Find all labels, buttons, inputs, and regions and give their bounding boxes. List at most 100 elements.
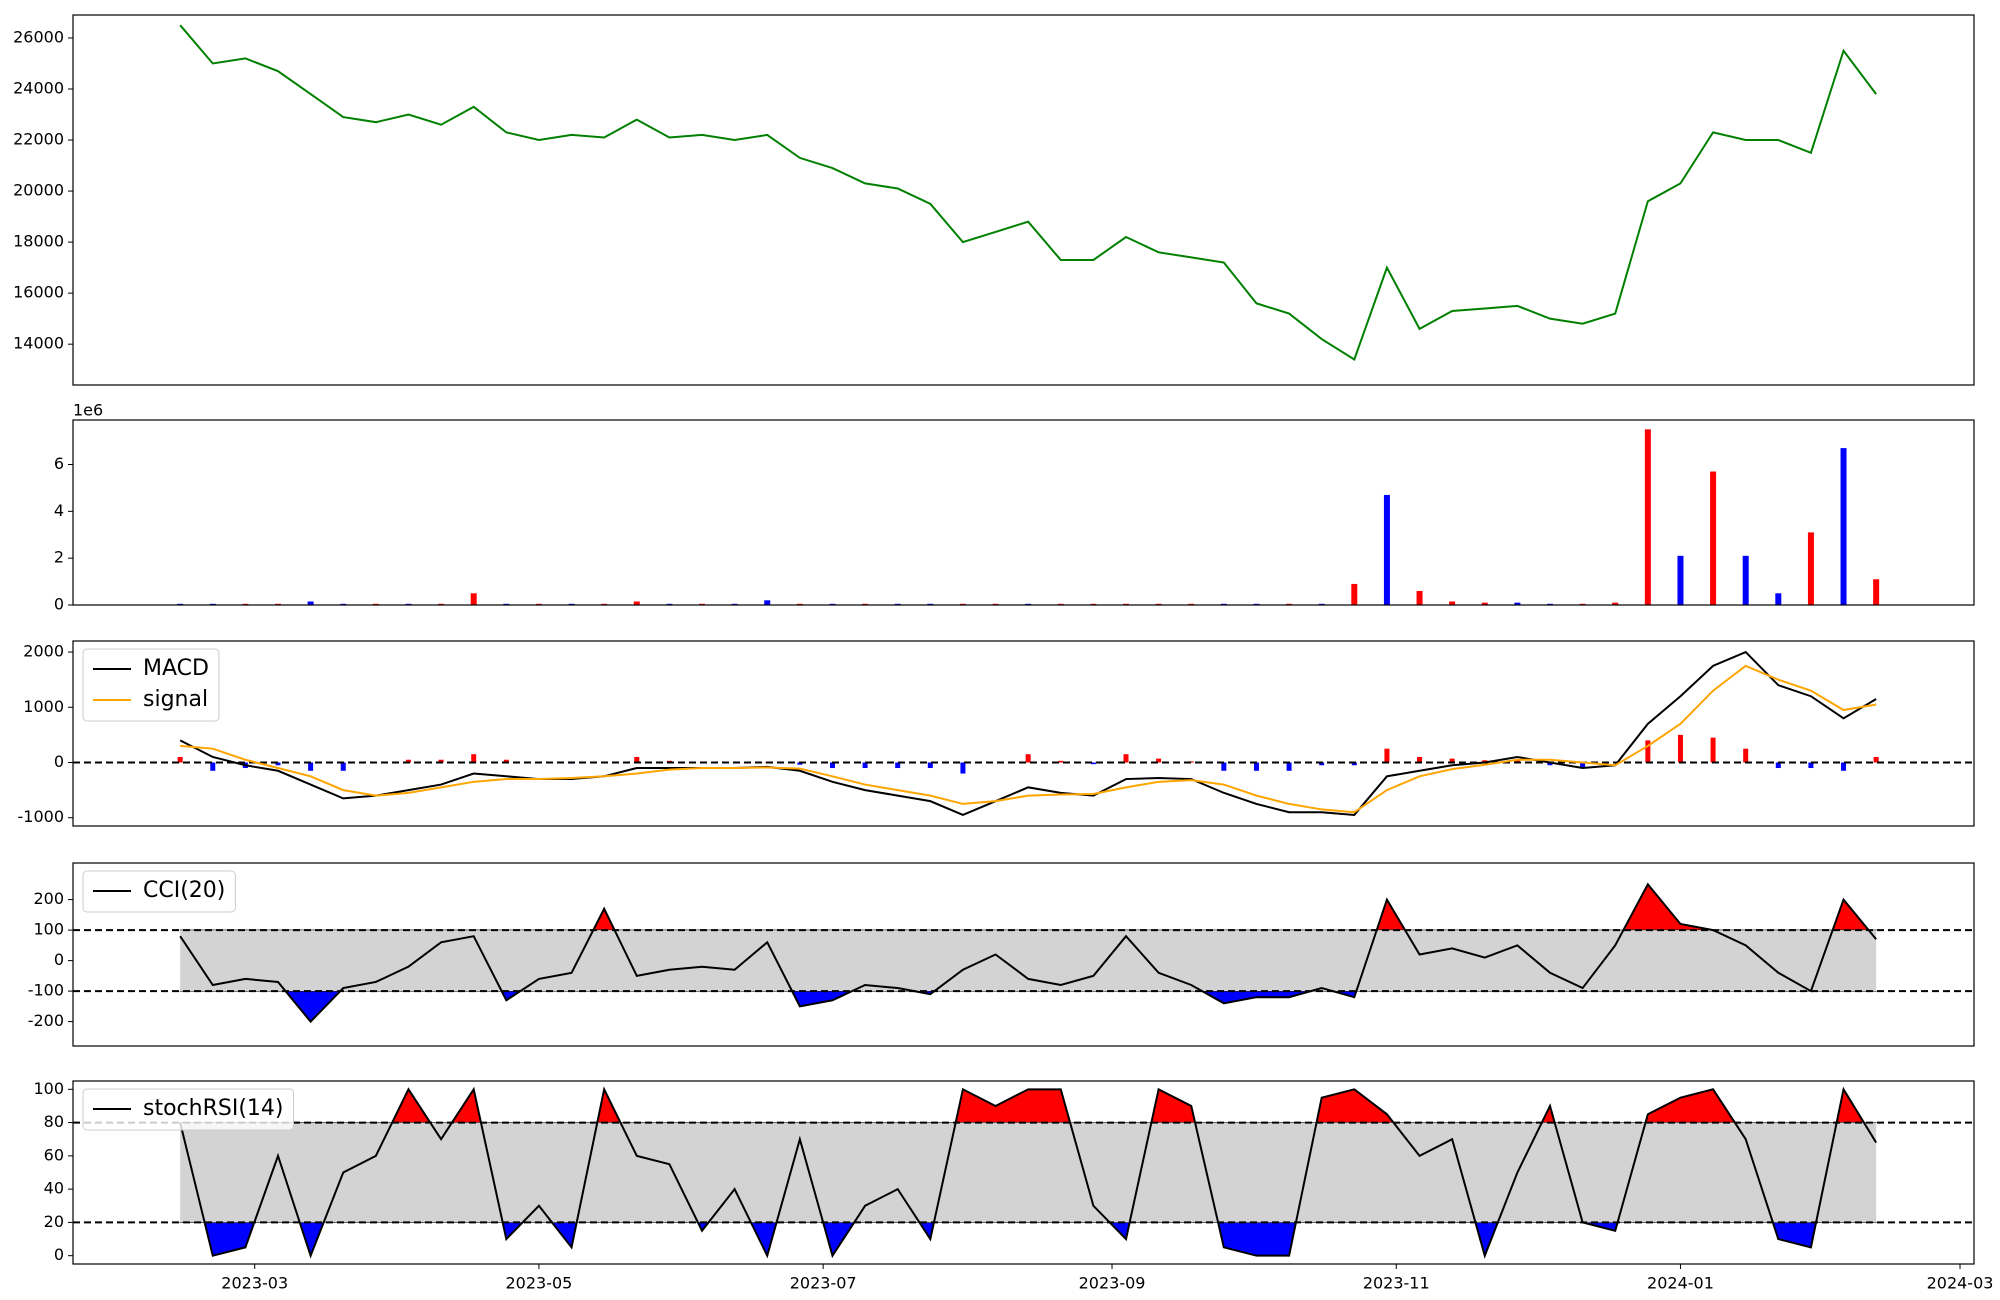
y-tick-label: 0 (54, 950, 64, 969)
volume-bar (1612, 602, 1619, 605)
histogram-bar (1025, 754, 1031, 763)
y-tick-label: -100 (28, 981, 64, 1000)
histogram-bar (1677, 734, 1683, 763)
histogram-bar (1449, 758, 1455, 763)
histogram-bar (1384, 748, 1390, 763)
plot-frame (72, 419, 1975, 606)
histogram-bar (895, 762, 901, 769)
x-tick-label: 2024-03 (1927, 1274, 1994, 1293)
data-line (179, 882, 1877, 1024)
y-tick-label: 26000 (13, 27, 64, 46)
histogram-bar (1841, 762, 1847, 771)
histogram-bar (1482, 760, 1488, 763)
data-line (179, 24, 1877, 361)
legend-label: signal (143, 687, 208, 712)
legend-label: MACD (143, 656, 209, 681)
x-tick-label: 2023-07 (790, 1274, 857, 1293)
volume-bar (1742, 555, 1749, 605)
offset-label: 1e6 (73, 401, 103, 420)
y-tick-label: -200 (28, 1011, 64, 1030)
plot-frame (72, 862, 1975, 1047)
legend-box (82, 1088, 294, 1131)
histogram-bar (275, 762, 281, 766)
legend: stochRSI(14) (82, 1088, 294, 1131)
histogram-bar (1808, 762, 1814, 769)
histogram-bar (1188, 761, 1194, 763)
x-tick-label: 2023-09 (1079, 1274, 1146, 1293)
plot-frame (72, 1080, 1975, 1265)
histogram-bar (1090, 762, 1096, 765)
x-tick-label: 2023-11 (1363, 1274, 1430, 1293)
histogram-bar (1547, 762, 1553, 766)
histogram-bar (1743, 748, 1749, 763)
histogram-bar (1580, 762, 1586, 769)
y-tick-label: 40 (44, 1179, 64, 1198)
x-tick-label: 2023-03 (221, 1274, 288, 1293)
histogram-bar (210, 762, 216, 771)
y-tick-label: 4 (54, 501, 64, 520)
histogram-bar (634, 756, 640, 763)
plot-frame (72, 14, 1975, 386)
legend-box (82, 870, 236, 913)
legend-label: CCI(20) (143, 878, 225, 903)
histogram-bar (1710, 737, 1716, 763)
histogram-bar (1058, 760, 1064, 763)
volume-bar (307, 601, 314, 605)
volume-bar (1710, 471, 1717, 605)
y-tick-label: 100 (33, 920, 64, 939)
histogram-bar (927, 762, 933, 769)
histogram-bar (797, 762, 803, 765)
histogram-bar (1221, 762, 1227, 771)
histogram-bar (1319, 762, 1325, 766)
y-tick-label: 18000 (13, 232, 64, 251)
y-tick-label: 16000 (13, 283, 64, 302)
y-tick-label: 0 (54, 595, 64, 614)
y-tick-label: 24000 (13, 79, 64, 98)
plot-frame (72, 640, 1975, 827)
legend: MACD signal (82, 648, 220, 722)
histogram-bar (1514, 759, 1520, 763)
data-line (180, 664, 1877, 814)
y-tick-label: 6 (54, 454, 64, 473)
x-tick-label: 2023-05 (506, 1274, 573, 1293)
volume-bar (1351, 583, 1358, 605)
histogram-bar (1873, 756, 1879, 763)
histogram-bar (405, 759, 411, 763)
histogram-bar (340, 762, 346, 771)
y-tick-label: 1000 (23, 697, 64, 716)
volume-bar (1807, 532, 1814, 605)
y-tick-label: 2 (54, 548, 64, 567)
histogram-bar (1123, 754, 1129, 763)
volume-bar (1873, 579, 1880, 605)
histogram-bar (471, 754, 477, 763)
histogram-bar (1286, 762, 1292, 771)
y-tick-label: 20000 (13, 181, 64, 200)
volume-bar (1775, 593, 1782, 605)
volume-bar (1677, 555, 1684, 605)
y-tick-label: 100 (33, 1079, 64, 1098)
y-tick-label: 0 (54, 752, 64, 771)
histogram-bar (177, 756, 183, 763)
histogram-bar (1351, 762, 1357, 766)
y-tick-label: 200 (33, 889, 64, 908)
y-tick-label: 2000 (23, 642, 64, 661)
band-fill (180, 930, 1877, 992)
volume-bar (633, 601, 640, 605)
y-tick-label: 0 (54, 1245, 64, 1264)
volume-bar (1481, 602, 1488, 605)
volume-bar (1840, 448, 1847, 605)
data-line (179, 650, 1877, 817)
histogram-bar (862, 762, 868, 769)
volume-bar (470, 593, 477, 605)
y-tick-label: 14000 (13, 334, 64, 353)
y-tick-label: -1000 (18, 807, 65, 826)
volume-bar (1644, 429, 1651, 605)
histogram-bar (1645, 740, 1651, 763)
histogram-bar (1253, 762, 1259, 771)
data-line (179, 1086, 1878, 1259)
x-tick-label: 2024-01 (1647, 1274, 1714, 1293)
legend: CCI(20) (82, 870, 236, 913)
legend-label: stochRSI(14) (143, 1096, 284, 1121)
legend-box (82, 648, 220, 722)
